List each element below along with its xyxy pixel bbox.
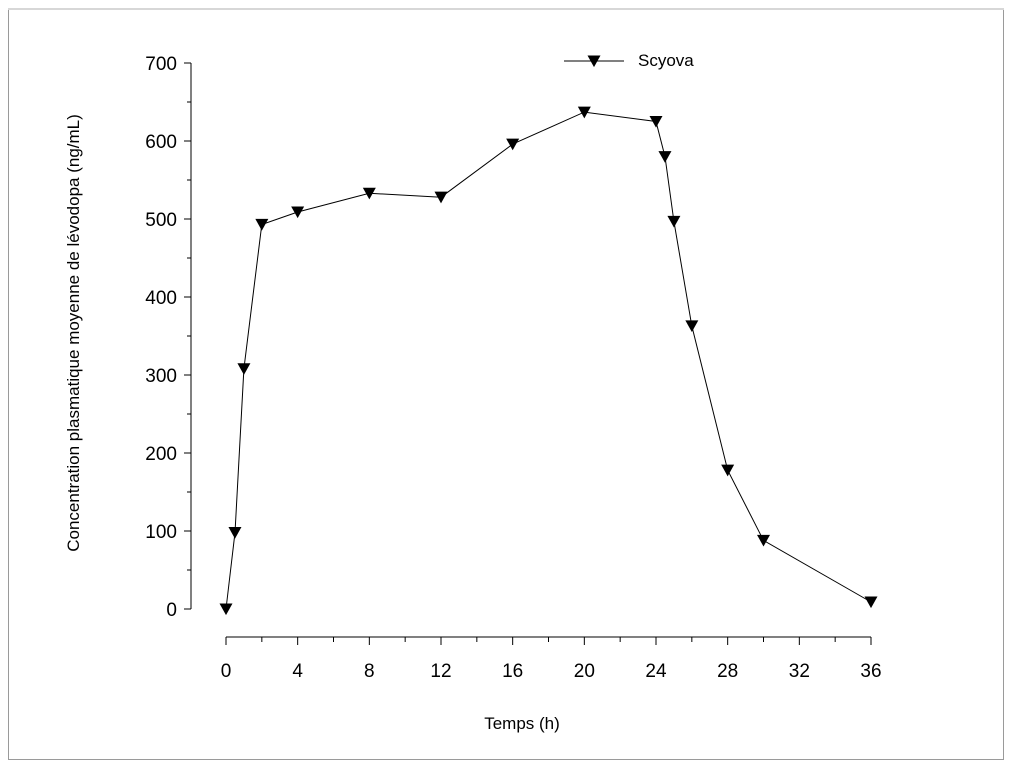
y-tick-label: 200	[145, 444, 177, 465]
y-tick-label: 500	[145, 210, 177, 231]
data-point-scyova	[506, 138, 520, 151]
data-point-scyova	[434, 191, 448, 204]
x-tick-label: 0	[221, 661, 232, 682]
data-point-scyova	[362, 187, 376, 200]
plot-area	[219, 106, 878, 616]
data-point-scyova	[667, 215, 681, 228]
data-point-scyova	[658, 151, 672, 163]
legend: Scyova	[564, 51, 694, 70]
x-tick-label: 20	[574, 661, 595, 682]
figure-frame	[8, 8, 1004, 760]
data-point-scyova	[685, 320, 699, 333]
data-point-scyova	[577, 106, 591, 119]
x-tick-label: 4	[292, 661, 303, 682]
x-axis-title: Temps (h)	[484, 714, 560, 733]
data-point-scyova	[237, 363, 251, 375]
x-tick-label: 16	[502, 661, 523, 682]
y-axis: 0 100 200 300 400 500 600 700	[145, 54, 192, 621]
y-tick-label: 100	[145, 522, 177, 543]
data-point-scyova	[864, 596, 878, 609]
y-tick-label: 0	[166, 600, 177, 621]
x-tick-label: 32	[789, 661, 810, 682]
y-tick-label: 600	[145, 132, 177, 153]
data-point-scyova	[757, 534, 770, 547]
legend-label-scyova: Scyova	[638, 51, 694, 70]
y-tick-label: 700	[145, 54, 177, 75]
x-axis: 0 4 8 12 16 20 24 28 32 36	[221, 636, 882, 682]
y-tick-label: 300	[145, 366, 177, 387]
x-tick-label: 36	[860, 661, 881, 682]
data-point-scyova	[721, 464, 735, 477]
x-tick-label: 28	[717, 661, 738, 682]
data-point-scyova	[255, 218, 269, 231]
figure-top-rule	[8, 8, 1004, 10]
x-tick-label: 24	[645, 661, 667, 682]
y-axis-title: Concentration plasmatique moyenne de lév…	[64, 114, 83, 552]
data-point-scyova	[228, 527, 242, 539]
data-point-scyova	[649, 115, 663, 128]
legend-marker-triangle	[587, 55, 601, 68]
data-point-scyova	[291, 206, 305, 219]
series-line-scyova	[225, 111, 872, 610]
data-point-scyova	[219, 603, 233, 616]
x-tick-label: 12	[430, 661, 451, 682]
y-tick-label: 400	[145, 288, 177, 309]
x-tick-label: 8	[364, 661, 375, 682]
